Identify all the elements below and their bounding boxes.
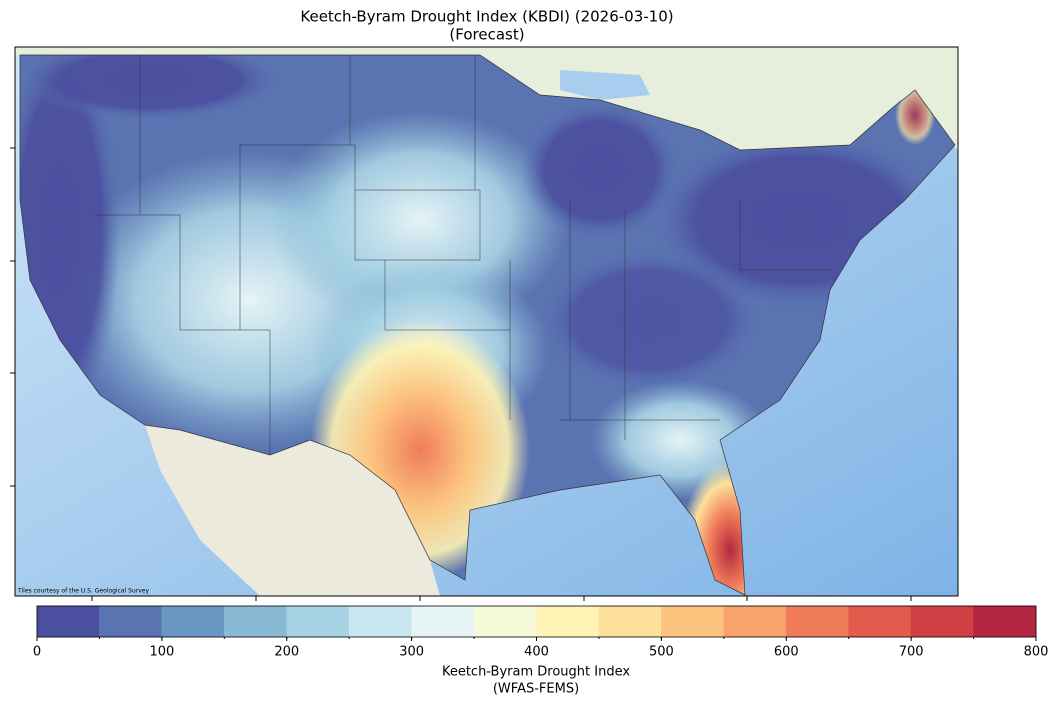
colorbar-segment [723, 605, 787, 638]
colorbar-segment [161, 605, 225, 638]
colorbar-segment [536, 605, 600, 638]
colorbar-tick-label: 500 [649, 645, 674, 660]
colorbar-tick-label: 100 [149, 645, 174, 660]
colorbar-label: (WFAS-FEMS) [493, 682, 579, 697]
colorbar: 0 100 200 300 400 500 600 700 800 [33, 605, 1049, 660]
colorbar-tick-label: 400 [524, 645, 549, 660]
colorbar-segment [224, 605, 287, 638]
subtitle: (Forecast) [449, 26, 524, 44]
colorbar-segment [286, 605, 350, 638]
colorbar-tick-label: 700 [899, 645, 924, 660]
colorbar-segment [598, 605, 662, 638]
colorbar-tick-label: 800 [1024, 645, 1049, 660]
colorbar-segment [910, 605, 974, 638]
colorbar-segment [99, 605, 163, 638]
colorbar-segment [36, 605, 100, 638]
colorbar-segment [411, 605, 475, 638]
coastline [19, 54, 956, 596]
map-frame [14, 46, 959, 597]
title: Keetch-Byram Drought Index (KBDI) (2026-… [300, 8, 673, 26]
colorbar-label: Keetch-Byram Drought Index [442, 665, 630, 680]
colorbar-segment [973, 605, 1037, 638]
colorbar-tick-label: 600 [774, 645, 799, 660]
colorbar-segment [473, 605, 537, 638]
state-borders [95, 55, 830, 455]
attribution: Tiles courtesy of the U.S. Geological Su… [17, 588, 149, 595]
colorbar-segment [848, 605, 912, 638]
map: Tiles courtesy of the U.S. Geological Su… [15, 47, 958, 596]
colorbar-tick-label: 0 [33, 645, 41, 660]
colorbar-segment [348, 605, 412, 638]
colorbar-tick-label: 300 [399, 645, 424, 660]
colorbar-segment [661, 605, 725, 638]
colorbar-tick-label: 200 [274, 645, 299, 660]
canada [15, 47, 958, 150]
axis-ticks [10, 147, 912, 601]
colorbar-segment [786, 605, 849, 638]
